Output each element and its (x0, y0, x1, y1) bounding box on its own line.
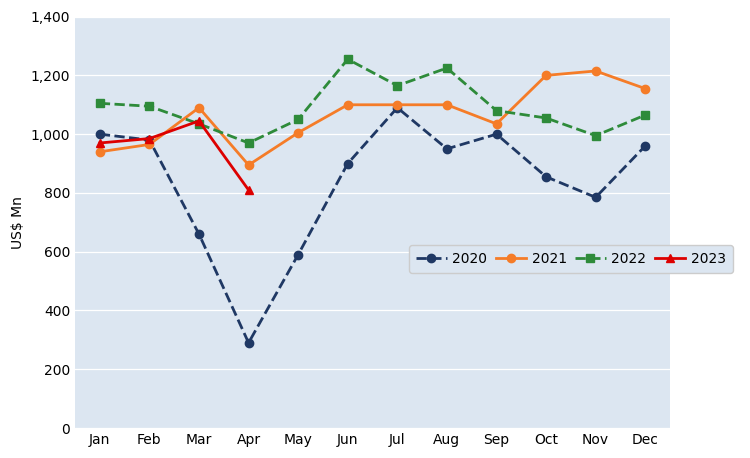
2021 (194, 105, 203, 110)
2021 (492, 121, 501, 126)
2021 (542, 73, 550, 78)
2021 (294, 130, 303, 136)
2021 (244, 162, 253, 168)
2022 (294, 117, 303, 122)
2021 (591, 68, 600, 74)
2020 (95, 131, 104, 137)
Line: 2022: 2022 (96, 55, 650, 147)
2022 (442, 65, 452, 71)
2021 (344, 102, 352, 108)
2021 (145, 142, 154, 147)
Line: 2023: 2023 (96, 117, 253, 194)
2020 (591, 195, 600, 200)
2022 (591, 133, 600, 138)
2020 (145, 137, 154, 143)
2023 (145, 136, 154, 142)
2020 (542, 174, 550, 180)
2022 (492, 108, 501, 114)
2022 (95, 101, 104, 106)
Y-axis label: US$ Mn: US$ Mn (11, 196, 25, 249)
2021 (442, 102, 452, 108)
2020 (393, 105, 402, 110)
2023 (194, 118, 203, 124)
2020 (640, 143, 650, 149)
2023 (95, 140, 104, 146)
Line: 2021: 2021 (96, 67, 650, 169)
2021 (95, 149, 104, 154)
2020 (194, 231, 203, 237)
2022 (640, 112, 650, 118)
2021 (393, 102, 402, 108)
2021 (640, 86, 650, 91)
2020 (344, 161, 352, 166)
2022 (393, 83, 402, 88)
2022 (194, 121, 203, 126)
Line: 2020: 2020 (96, 104, 650, 347)
2022 (344, 56, 352, 62)
2020 (492, 131, 501, 137)
2022 (542, 115, 550, 121)
Legend: 2020, 2021, 2022, 2023: 2020, 2021, 2022, 2023 (410, 245, 733, 273)
2020 (244, 340, 253, 345)
2020 (294, 252, 303, 257)
2022 (145, 104, 154, 109)
2020 (442, 146, 452, 152)
2023 (244, 187, 253, 193)
2022 (244, 140, 253, 146)
